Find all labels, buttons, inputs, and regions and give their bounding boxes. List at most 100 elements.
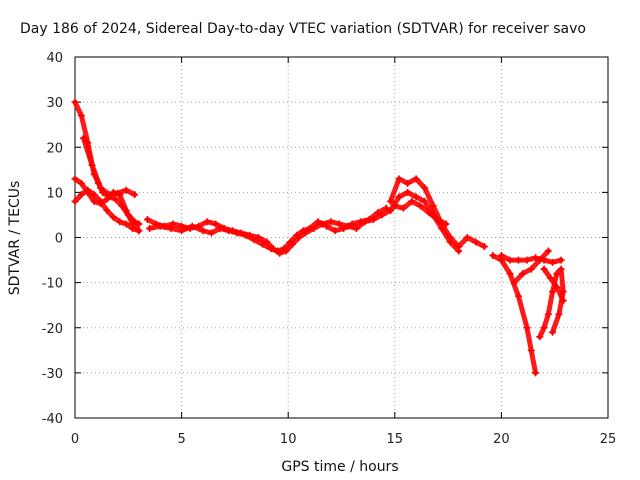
- data-point: [80, 134, 88, 142]
- data-point: [156, 222, 164, 230]
- data-point: [146, 224, 154, 232]
- data-point: [442, 220, 450, 228]
- data-point: [335, 220, 343, 228]
- data-point: [97, 197, 105, 205]
- data-point: [391, 202, 399, 210]
- x-tick-label: 25: [600, 432, 617, 447]
- series-track-9: [391, 197, 450, 228]
- data-point: [203, 218, 211, 226]
- data-point: [549, 288, 557, 296]
- data-point: [178, 227, 186, 235]
- data-point: [122, 220, 130, 228]
- data-point: [188, 222, 196, 230]
- data-point: [429, 202, 437, 210]
- data-point: [90, 197, 98, 205]
- data-point: [259, 240, 267, 248]
- y-tick-label: 30: [46, 96, 63, 111]
- data-point: [71, 175, 79, 183]
- data-point: [97, 184, 105, 192]
- data-point: [532, 369, 540, 377]
- data-point: [122, 186, 130, 194]
- data-point: [416, 202, 424, 210]
- data-point: [352, 224, 360, 232]
- data-point: [225, 227, 233, 235]
- data-point: [143, 215, 151, 223]
- x-tick-label: 5: [177, 432, 185, 447]
- data-point: [112, 195, 120, 203]
- data-point: [546, 274, 554, 282]
- series-trace: [388, 176, 487, 250]
- data-point: [536, 333, 544, 341]
- data-point: [323, 222, 331, 230]
- data-point: [116, 218, 124, 226]
- x-tick-label: 10: [280, 432, 297, 447]
- series-track-7: [387, 175, 488, 251]
- series-track-10: [489, 252, 540, 377]
- data-point: [463, 234, 471, 241]
- y-tick-label: -10: [42, 277, 63, 292]
- series-track-14: [540, 265, 567, 305]
- data-point: [267, 245, 275, 253]
- series-track-11: [497, 252, 565, 266]
- series-track-12: [510, 247, 552, 287]
- series-trace: [81, 135, 138, 198]
- data-point: [421, 197, 429, 205]
- data-point: [331, 227, 339, 235]
- data-point: [84, 186, 92, 194]
- axis-ticks: 0 5 10 15 20 25 -40 -30 -20 -10 0 10 20 30 40: [42, 51, 617, 447]
- data-point: [553, 283, 561, 291]
- data-point: [387, 206, 395, 214]
- data-point: [103, 195, 111, 203]
- data-point: [497, 252, 505, 260]
- data-point: [365, 215, 373, 223]
- data-point: [438, 224, 446, 232]
- series-track-6: [146, 204, 390, 255]
- data-point: [250, 236, 258, 244]
- data-point: [395, 193, 403, 201]
- data-point: [122, 206, 130, 214]
- data-point: [387, 197, 395, 205]
- data-point: [103, 206, 111, 214]
- data-point: [77, 191, 85, 199]
- data-point: [549, 258, 557, 266]
- data-point: [523, 256, 531, 264]
- plot-frame: [74, 56, 609, 419]
- x-axis-title: GPS time / hours: [281, 459, 398, 475]
- y-tick-label: -30: [42, 367, 63, 382]
- data-point: [348, 220, 356, 228]
- data-point: [167, 224, 175, 232]
- x-tick-label: 0: [71, 432, 79, 447]
- data-point: [233, 229, 241, 237]
- data-point: [510, 279, 518, 287]
- data-point: [299, 227, 307, 235]
- data-point: [77, 112, 85, 120]
- data-point: [357, 218, 365, 226]
- data-points: [71, 98, 567, 377]
- data-point: [412, 193, 420, 201]
- y-tick-label: 0: [55, 232, 63, 247]
- data-point: [455, 247, 463, 255]
- data-point: [527, 346, 535, 354]
- data-point: [395, 175, 403, 183]
- y-tick-label: -20: [42, 322, 63, 337]
- data-point: [446, 238, 454, 246]
- y-tick-label: 10: [46, 186, 63, 201]
- grid-lines: [75, 57, 608, 418]
- data-point: [399, 204, 407, 212]
- data-point: [408, 197, 416, 205]
- data-point: [90, 191, 98, 199]
- data-point: [549, 328, 557, 336]
- data-point: [540, 324, 548, 332]
- series-trace: [147, 205, 389, 254]
- data-point: [519, 270, 527, 278]
- data-point: [433, 215, 441, 223]
- series-track-13: [536, 265, 567, 341]
- data-point: [131, 191, 139, 199]
- data-point: [544, 247, 552, 255]
- y-tick-label: 20: [46, 141, 63, 156]
- data-point: [480, 243, 488, 251]
- data-point: [340, 224, 348, 232]
- data-point: [135, 227, 143, 235]
- data-point: [555, 310, 563, 318]
